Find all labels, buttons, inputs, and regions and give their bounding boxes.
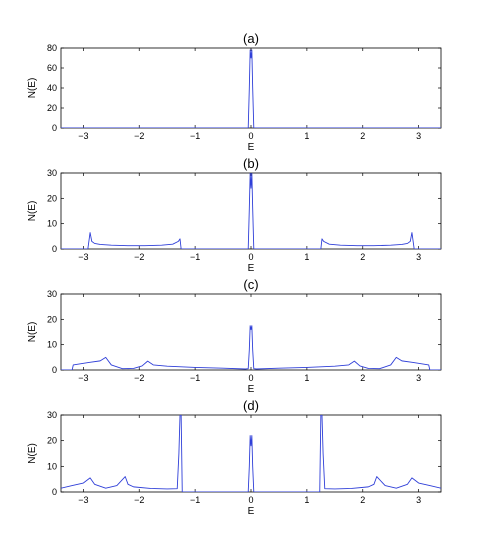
- x-tick-label: −2: [134, 373, 144, 383]
- x-tick-label: −3: [78, 495, 88, 505]
- x-tick-label: 1: [304, 495, 309, 505]
- y-tick-label: 60: [47, 63, 57, 73]
- x-tick-label: 3: [416, 252, 421, 262]
- x-tick-label: 0: [248, 131, 253, 141]
- x-tick-label: 2: [360, 252, 365, 262]
- y-tick-label: 20: [47, 436, 57, 446]
- series-line: [61, 49, 441, 128]
- x-tick-label: 1: [304, 252, 309, 262]
- y-axis-label: N(E): [27, 322, 38, 343]
- plot-frame: [60, 414, 442, 493]
- panel-title: (d): [243, 398, 259, 413]
- x-tick-label: 3: [416, 495, 421, 505]
- y-tick-label: 20: [47, 193, 57, 203]
- y-tick-label: 40: [47, 83, 57, 93]
- x-tick-label: −1: [190, 495, 200, 505]
- x-tick-label: 1: [304, 373, 309, 383]
- plot-frame: [60, 47, 442, 129]
- y-axis-label: N(E): [27, 78, 38, 99]
- x-tick-label: −2: [134, 495, 144, 505]
- y-axis-label: N(E): [27, 443, 38, 464]
- x-tick-label: −3: [78, 252, 88, 262]
- x-tick-label: 0: [248, 373, 253, 383]
- y-tick-label: 30: [47, 168, 57, 178]
- series-line: [61, 173, 441, 249]
- series-line: [61, 325, 441, 370]
- x-tick-label: 3: [416, 131, 421, 141]
- y-tick-label: 30: [47, 289, 57, 299]
- y-tick-label: 20: [47, 314, 57, 324]
- chart-panel-1: (a) −3 −2 −1 0 1 2 3 0 20 40 60 80 E N(E): [27, 31, 442, 153]
- y-tick-label: 0: [52, 487, 57, 497]
- x-tick-label: 3: [416, 373, 421, 383]
- x-tick-label: 0: [248, 495, 253, 505]
- panel-title: (a): [243, 31, 259, 46]
- y-tick-label: 0: [52, 244, 57, 254]
- y-tick-label: 20: [47, 103, 57, 113]
- x-tick-label: 1: [304, 131, 309, 141]
- y-tick-label: 10: [47, 219, 57, 229]
- x-axis-label: E: [248, 142, 255, 153]
- x-axis-label: E: [248, 506, 255, 517]
- y-tick-label: 0: [52, 123, 57, 133]
- x-tick-label: −1: [190, 131, 200, 141]
- x-tick-label: −2: [134, 131, 144, 141]
- plot-frame: [60, 293, 442, 371]
- series-line: [61, 415, 441, 492]
- y-tick-label: 0: [52, 365, 57, 375]
- x-axis-label: E: [248, 263, 255, 274]
- x-tick-label: −3: [78, 131, 88, 141]
- panel-title: (c): [243, 277, 258, 292]
- x-tick-label: −1: [190, 373, 200, 383]
- y-tick-label: 10: [47, 461, 57, 471]
- x-tick-label: −1: [190, 252, 200, 262]
- x-tick-label: −2: [134, 252, 144, 262]
- x-tick-label: 2: [360, 131, 365, 141]
- x-tick-label: 0: [248, 252, 253, 262]
- y-tick-label: 10: [47, 340, 57, 350]
- panel-title: (b): [243, 156, 259, 171]
- x-tick-label: 2: [360, 373, 365, 383]
- x-tick-label: 2: [360, 495, 365, 505]
- x-axis-label: E: [248, 384, 255, 395]
- y-axis-label: N(E): [27, 201, 38, 222]
- x-tick-label: −3: [78, 373, 88, 383]
- y-tick-label: 30: [47, 410, 57, 420]
- y-tick-label: 80: [47, 43, 57, 53]
